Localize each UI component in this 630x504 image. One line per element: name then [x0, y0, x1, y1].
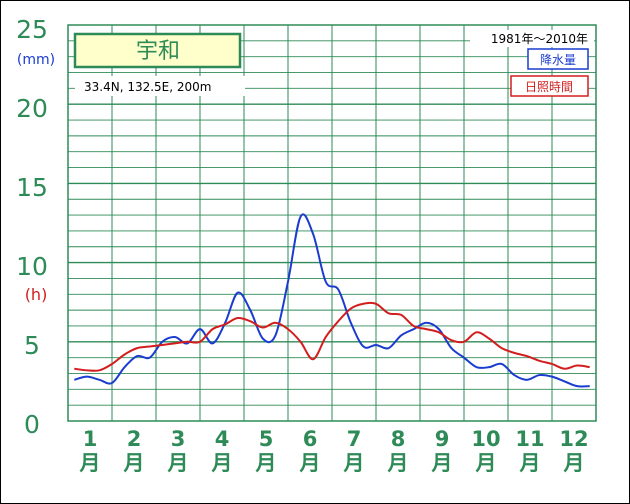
month-suffix-label: 月 — [123, 451, 145, 475]
month-suffix-label: 月 — [79, 451, 101, 475]
month-suffix-label: 月 — [299, 451, 321, 475]
month-number-label: 8 — [391, 427, 406, 451]
y-tick-label: 15 — [16, 173, 48, 202]
y-tick-label: 20 — [16, 94, 48, 123]
month-suffix-label: 月 — [519, 451, 541, 475]
precipitation-line — [74, 213, 590, 388]
month-number-label: 2 — [127, 427, 142, 451]
legend-precip-box — [527, 48, 589, 70]
station-name: 宇和 — [136, 39, 180, 64]
month-number-label: 10 — [471, 427, 500, 451]
series-group — [74, 213, 590, 388]
sunshine-line — [74, 301, 590, 372]
month-suffix-label: 月 — [255, 451, 277, 475]
month-suffix-label: 月 — [563, 451, 585, 475]
month-suffix-label: 月 — [343, 451, 365, 475]
y-tick-label: 0 — [24, 410, 40, 439]
month-suffix-label: 月 — [167, 451, 189, 475]
sunshine-unit-label: (h) — [25, 285, 48, 304]
month-suffix-label: 月 — [387, 451, 409, 475]
month-number-label: 9 — [435, 427, 450, 451]
precip-unit-label: (mm) — [17, 52, 55, 68]
coords-bg — [75, 76, 245, 96]
month-suffix-label: 月 — [475, 451, 497, 475]
month-number-label: 1 — [83, 427, 98, 451]
month-number-label: 4 — [215, 427, 230, 451]
y-tick-label: 10 — [16, 252, 48, 281]
station-location: 33.4N, 132.5E, 200m — [84, 80, 211, 94]
legend-sun-box — [510, 75, 589, 97]
station-box — [73, 32, 242, 69]
period-label: 1981年～2010年 — [491, 32, 588, 46]
y-tick-label: 5 — [24, 331, 40, 360]
month-number-label: 5 — [259, 427, 274, 451]
month-number-label: 11 — [515, 427, 544, 451]
period-bg — [470, 30, 594, 47]
month-number-label: 6 — [303, 427, 318, 451]
month-suffix-label: 月 — [211, 451, 233, 475]
legend-sun-label: 日照時間 — [525, 80, 573, 94]
month-number-label: 7 — [347, 427, 362, 451]
grid — [68, 25, 596, 421]
month-suffix-label: 月 — [431, 451, 453, 475]
y-axis: 0 5 10 15 20 25 (mm) (h) — [16, 15, 55, 439]
month-number-label: 12 — [559, 427, 588, 451]
y-tick-label: 25 — [16, 15, 48, 44]
month-number-label: 3 — [171, 427, 186, 451]
legend-precip-label: 降水量 — [540, 53, 576, 67]
